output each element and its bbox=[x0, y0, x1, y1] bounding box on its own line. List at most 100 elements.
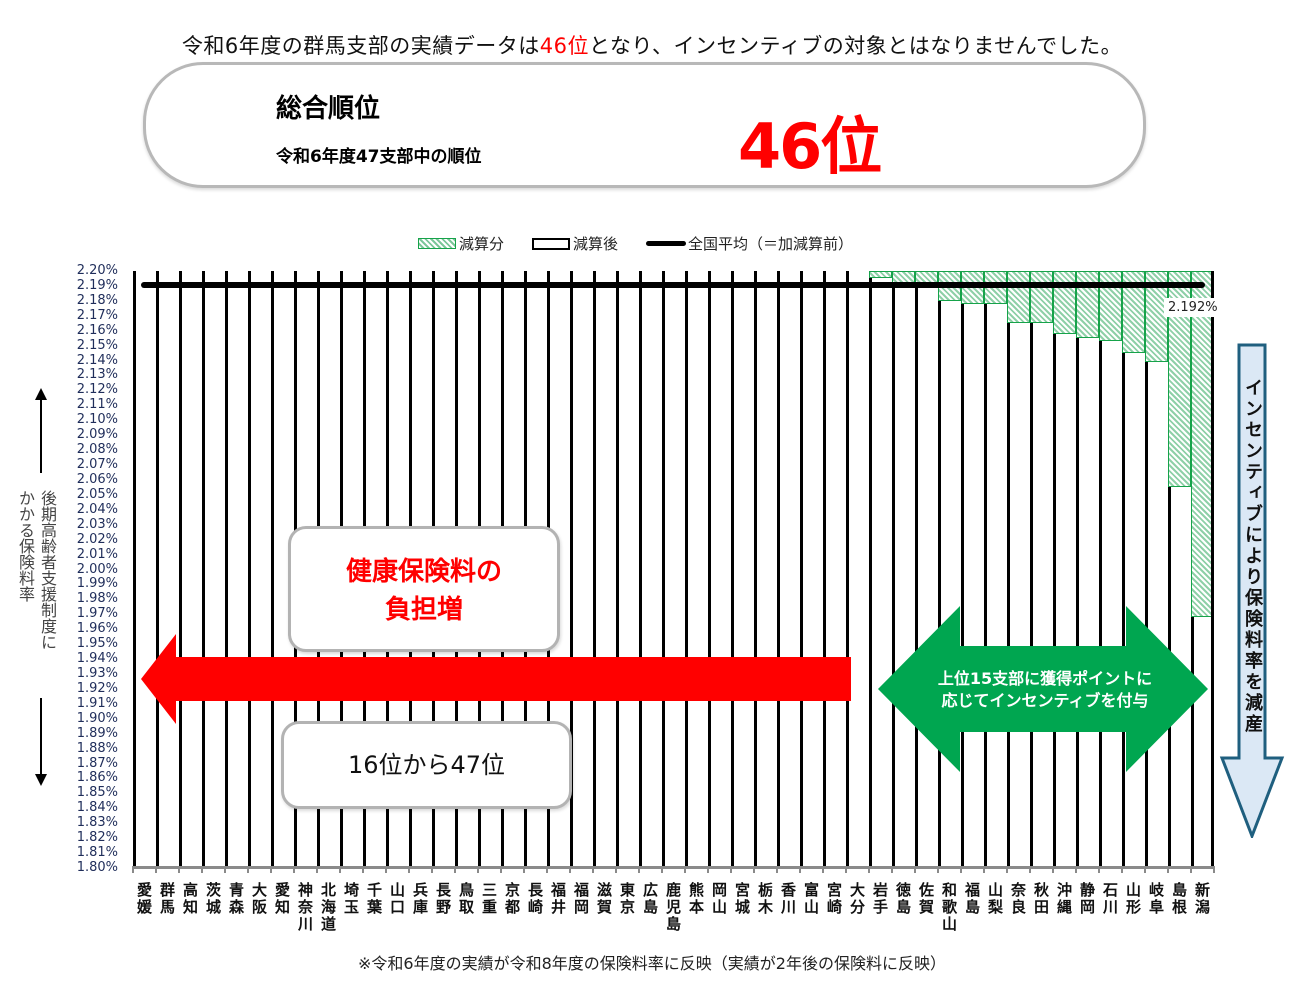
chart-bar bbox=[156, 271, 179, 868]
bar-after-segment bbox=[961, 301, 984, 868]
x-axis-label: 広島 bbox=[642, 881, 658, 916]
chart-bar bbox=[1007, 271, 1030, 868]
x-tick bbox=[362, 866, 364, 873]
x-tick bbox=[316, 866, 318, 873]
rank-subtitle: 令和6年度47支部中の順位 bbox=[276, 147, 482, 167]
chart-bar bbox=[984, 271, 1007, 868]
bar-after-segment bbox=[225, 271, 248, 868]
x-axis-label: 青森 bbox=[228, 881, 244, 916]
x-axis-label: 神奈川 bbox=[297, 881, 313, 933]
chart-bar bbox=[1145, 271, 1168, 868]
bar-after-segment bbox=[731, 271, 754, 868]
double-arrow-icon bbox=[878, 606, 1208, 772]
chart-bar bbox=[662, 271, 685, 868]
x-tick bbox=[684, 866, 686, 873]
x-tick bbox=[1167, 866, 1169, 873]
bar-after-segment bbox=[1076, 336, 1099, 868]
x-tick bbox=[661, 866, 663, 873]
y-tick-label: 1.99% bbox=[76, 576, 118, 592]
y-tick-label: 2.10% bbox=[76, 412, 118, 428]
x-tick bbox=[408, 866, 410, 873]
x-tick bbox=[592, 866, 594, 873]
burden-line-2: 負担増 bbox=[384, 595, 463, 625]
y-tick-label: 2.05% bbox=[76, 486, 118, 502]
bar-reduction-segment bbox=[869, 271, 892, 279]
reduce-text: インセンティブにより保険料率を減産 bbox=[1242, 378, 1263, 735]
x-axis-label: 山形 bbox=[1125, 881, 1141, 916]
bar-after-segment bbox=[133, 271, 156, 868]
x-axis-label: 栃木 bbox=[757, 881, 773, 916]
y-tick-label: 2.03% bbox=[76, 516, 118, 532]
bar-reduction-segment bbox=[1007, 271, 1030, 324]
arrow-down-icon bbox=[35, 698, 47, 786]
bar-after-segment bbox=[754, 271, 777, 868]
headline-rank: 46位 bbox=[539, 34, 589, 58]
incentive-line-1: 上位15支部に獲得ポイントに bbox=[937, 669, 1153, 688]
x-tick bbox=[339, 866, 341, 873]
rank-range-callout: 16位から47位 bbox=[281, 721, 572, 809]
x-axis-label: 新潟 bbox=[1194, 881, 1210, 916]
x-tick bbox=[270, 866, 272, 873]
incentive-line-2: 応じてインセンティブを付与 bbox=[941, 691, 1149, 710]
chart-bar bbox=[800, 271, 823, 868]
x-axis-label: 宮城 bbox=[734, 881, 750, 916]
x-axis-label: 大阪 bbox=[251, 881, 267, 916]
bar-after-segment bbox=[1007, 321, 1030, 868]
chart-bar bbox=[846, 271, 869, 868]
average-value-label: 2.192% bbox=[1164, 298, 1222, 317]
chart-bar bbox=[1076, 271, 1099, 868]
x-axis-label: 和歌山 bbox=[941, 881, 957, 933]
x-axis-label: 長野 bbox=[435, 881, 451, 916]
y-tick-label: 2.14% bbox=[76, 352, 118, 368]
x-tick bbox=[500, 866, 502, 873]
bar-after-segment bbox=[593, 271, 616, 868]
legend-label: 減算後 bbox=[573, 235, 619, 253]
x-tick bbox=[914, 866, 916, 873]
chart-bar bbox=[869, 271, 892, 868]
y-tick-label: 2.15% bbox=[76, 337, 118, 353]
x-tick bbox=[431, 866, 433, 873]
y-tick-label: 1.93% bbox=[76, 665, 118, 681]
bar-reduction-segment bbox=[1030, 271, 1053, 324]
y-tick-label: 1.86% bbox=[76, 770, 118, 786]
bar-after-segment bbox=[1053, 331, 1076, 868]
x-axis-label: 福島 bbox=[964, 881, 980, 916]
y-tick-label: 1.83% bbox=[76, 815, 118, 831]
hatch-swatch-icon bbox=[418, 238, 456, 249]
x-axis-label: 愛媛 bbox=[136, 881, 152, 916]
rank-title: 総合順位 bbox=[276, 94, 381, 124]
chart-bar bbox=[1168, 271, 1191, 868]
x-tick bbox=[730, 866, 732, 873]
x-axis-label: 東京 bbox=[619, 881, 635, 916]
x-axis-label: 福井 bbox=[550, 881, 566, 916]
bar-reduction-segment bbox=[1099, 271, 1122, 342]
chart-bar bbox=[271, 271, 294, 868]
x-tick bbox=[937, 866, 939, 873]
x-tick bbox=[845, 866, 847, 873]
x-tick bbox=[293, 866, 295, 873]
chart-bar bbox=[1099, 271, 1122, 868]
y-tick-label: 2.18% bbox=[76, 292, 118, 308]
legend-item-average: 全国平均（＝加減算前） bbox=[646, 233, 853, 254]
y-tick-label: 1.81% bbox=[76, 845, 118, 861]
chart-bar bbox=[593, 271, 616, 868]
chart-bar bbox=[777, 271, 800, 868]
x-axis-label: 石川 bbox=[1102, 881, 1118, 916]
national-average-line bbox=[141, 282, 1205, 288]
x-tick bbox=[1213, 866, 1215, 873]
x-axis-label: 千葉 bbox=[366, 881, 382, 916]
x-axis-label: 兵庫 bbox=[412, 881, 428, 916]
down-arrow-icon bbox=[1219, 343, 1285, 838]
chart-bar bbox=[938, 271, 961, 868]
bar-after-segment bbox=[984, 301, 1007, 868]
bar-after-segment bbox=[800, 271, 823, 868]
chart-bar bbox=[1122, 271, 1145, 868]
x-axis-label: 岡山 bbox=[711, 881, 727, 916]
x-axis-label: 鳥取 bbox=[458, 881, 474, 916]
x-axis-label: 福岡 bbox=[573, 881, 589, 916]
y-tick-label: 2.20% bbox=[76, 263, 118, 278]
legend-label: 全国平均（＝加減算前） bbox=[688, 235, 854, 253]
bar-after-segment bbox=[1030, 321, 1053, 868]
x-axis-label: 佐賀 bbox=[918, 881, 934, 916]
y-tick-label: 1.85% bbox=[76, 785, 118, 801]
